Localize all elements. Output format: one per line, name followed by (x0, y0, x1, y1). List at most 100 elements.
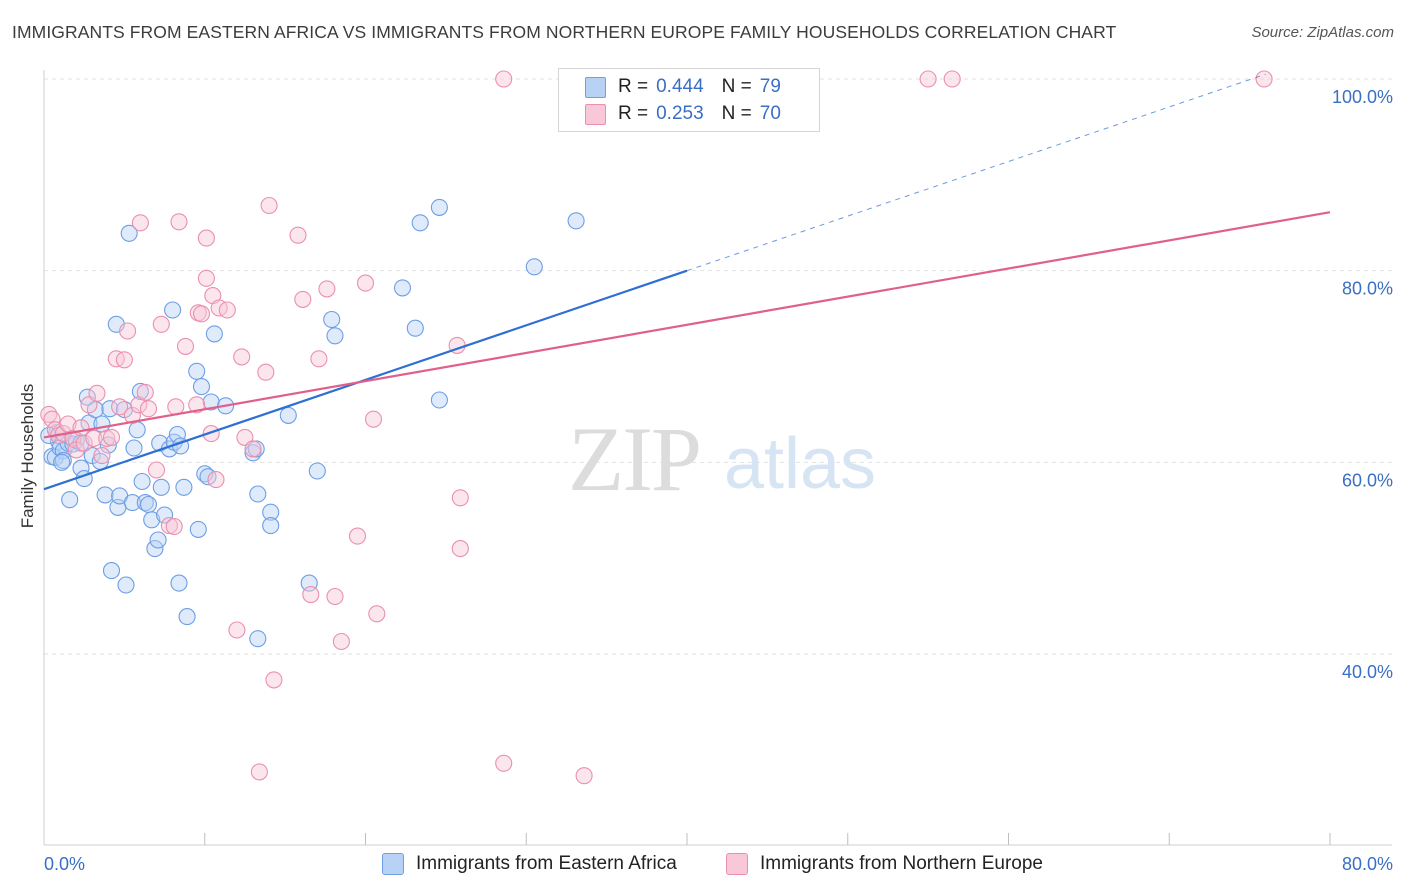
point-northern-europe (131, 214, 149, 232)
stats-legend: R = 0.444 N = 79 R = 0.253 N = 70 (558, 68, 820, 132)
point-eastern-africa (188, 362, 206, 380)
point-eastern-africa (406, 319, 424, 337)
y-tick-label: 100.0% (1332, 87, 1393, 107)
point-eastern-africa (525, 258, 543, 276)
point-eastern-africa (152, 478, 170, 496)
point-northern-europe (139, 400, 158, 418)
point-eastern-africa (323, 310, 341, 329)
point-northern-europe (202, 425, 220, 443)
point-northern-europe (136, 383, 154, 401)
point-northern-europe (289, 226, 307, 244)
point-eastern-africa (262, 517, 280, 535)
point-northern-europe (85, 429, 103, 447)
trend-extension-eastern-africa (686, 73, 1266, 272)
series-name: Immigrants from Northern Europe (760, 853, 1043, 874)
point-eastern-africa (128, 421, 146, 439)
point-eastern-africa (279, 406, 297, 424)
point-northern-europe (170, 213, 188, 231)
point-eastern-africa (139, 495, 158, 514)
point-northern-europe (257, 363, 275, 381)
point-eastern-africa (53, 453, 71, 471)
y-tick-label: 40.0% (1342, 662, 1393, 682)
legend-n-label: N = (721, 76, 752, 97)
point-eastern-africa (170, 574, 188, 592)
point-eastern-africa (205, 325, 223, 343)
point-northern-europe (302, 586, 320, 604)
point-northern-europe (244, 440, 262, 458)
point-eastern-africa (430, 391, 448, 409)
point-eastern-africa (143, 511, 161, 529)
point-northern-europe (943, 70, 961, 88)
legend-r-value: 0.444 (656, 76, 704, 97)
legend-n-value: 70 (759, 103, 781, 124)
point-northern-europe (228, 621, 246, 639)
point-eastern-africa (102, 562, 121, 580)
point-northern-europe (451, 540, 469, 558)
series-legend-northern-europe: Immigrants from Northern Europe (726, 852, 1043, 876)
point-eastern-africa (175, 478, 193, 496)
point-northern-europe (93, 447, 111, 465)
point-eastern-africa (567, 212, 585, 230)
point-eastern-africa (117, 576, 135, 594)
point-eastern-africa (249, 630, 267, 648)
watermark-zip: ZIP (568, 408, 700, 510)
point-eastern-africa (249, 485, 267, 503)
point-eastern-africa (120, 224, 138, 242)
point-eastern-africa (125, 439, 143, 457)
tick-labels: 40.0% 60.0% 80.0% 100.0% 0.0% 80.0% (44, 87, 1393, 874)
legend-r-label: R = (618, 76, 649, 97)
legend-n-value: 79 (759, 76, 781, 97)
trend-line-northern-europe (43, 211, 1331, 439)
point-eastern-africa (196, 465, 214, 483)
grid-lines (44, 78, 1392, 655)
series-swatch-eastern-africa (382, 853, 404, 875)
legend-row-northern-europe: R = 0.253 N = 70 (585, 102, 781, 126)
series-swatch-northern-europe (726, 853, 748, 875)
legend-row-eastern-africa: R = 0.444 N = 79 (585, 75, 781, 99)
point-eastern-africa (308, 462, 326, 480)
point-northern-europe (919, 70, 937, 88)
point-northern-europe (111, 398, 129, 416)
point-eastern-africa (178, 608, 196, 626)
point-northern-europe (207, 471, 225, 489)
point-northern-europe (250, 763, 268, 781)
point-northern-europe (265, 671, 283, 689)
point-eastern-africa (96, 486, 114, 504)
point-northern-europe (88, 384, 106, 402)
x-tick-label: 80.0% (1342, 854, 1393, 874)
point-northern-europe (115, 351, 133, 369)
legend-r-value: 0.253 (656, 103, 704, 124)
point-northern-europe (294, 290, 312, 308)
point-northern-europe (192, 305, 211, 323)
watermark-atlas: atlas (724, 424, 876, 504)
y-tick-label: 80.0% (1342, 279, 1393, 299)
point-eastern-africa (202, 393, 220, 411)
point-eastern-africa (156, 506, 174, 524)
point-northern-europe (152, 315, 170, 333)
point-northern-europe (197, 269, 215, 287)
point-northern-europe (1255, 70, 1273, 88)
point-northern-europe (72, 419, 90, 437)
point-northern-europe (495, 754, 513, 772)
point-eastern-africa (430, 198, 448, 216)
point-eastern-africa (149, 531, 167, 549)
series-name: Immigrants from Eastern Africa (416, 853, 677, 874)
point-northern-europe (188, 396, 206, 414)
point-northern-europe (218, 301, 236, 319)
point-northern-europe (43, 410, 61, 428)
point-northern-europe (356, 274, 375, 292)
point-eastern-africa (192, 378, 211, 396)
source-label: Source: ZipAtlas.com (1251, 24, 1394, 41)
point-eastern-africa (326, 327, 344, 345)
point-northern-europe (318, 280, 336, 298)
data-points (40, 70, 1273, 785)
point-northern-europe (348, 527, 367, 545)
point-eastern-africa (189, 520, 207, 538)
legend-swatch-northern-europe (585, 103, 606, 125)
point-eastern-africa (61, 491, 79, 509)
point-northern-europe (364, 410, 383, 428)
legend-swatch-eastern-africa (585, 76, 606, 98)
point-northern-europe (368, 605, 386, 623)
point-northern-europe (451, 489, 469, 507)
